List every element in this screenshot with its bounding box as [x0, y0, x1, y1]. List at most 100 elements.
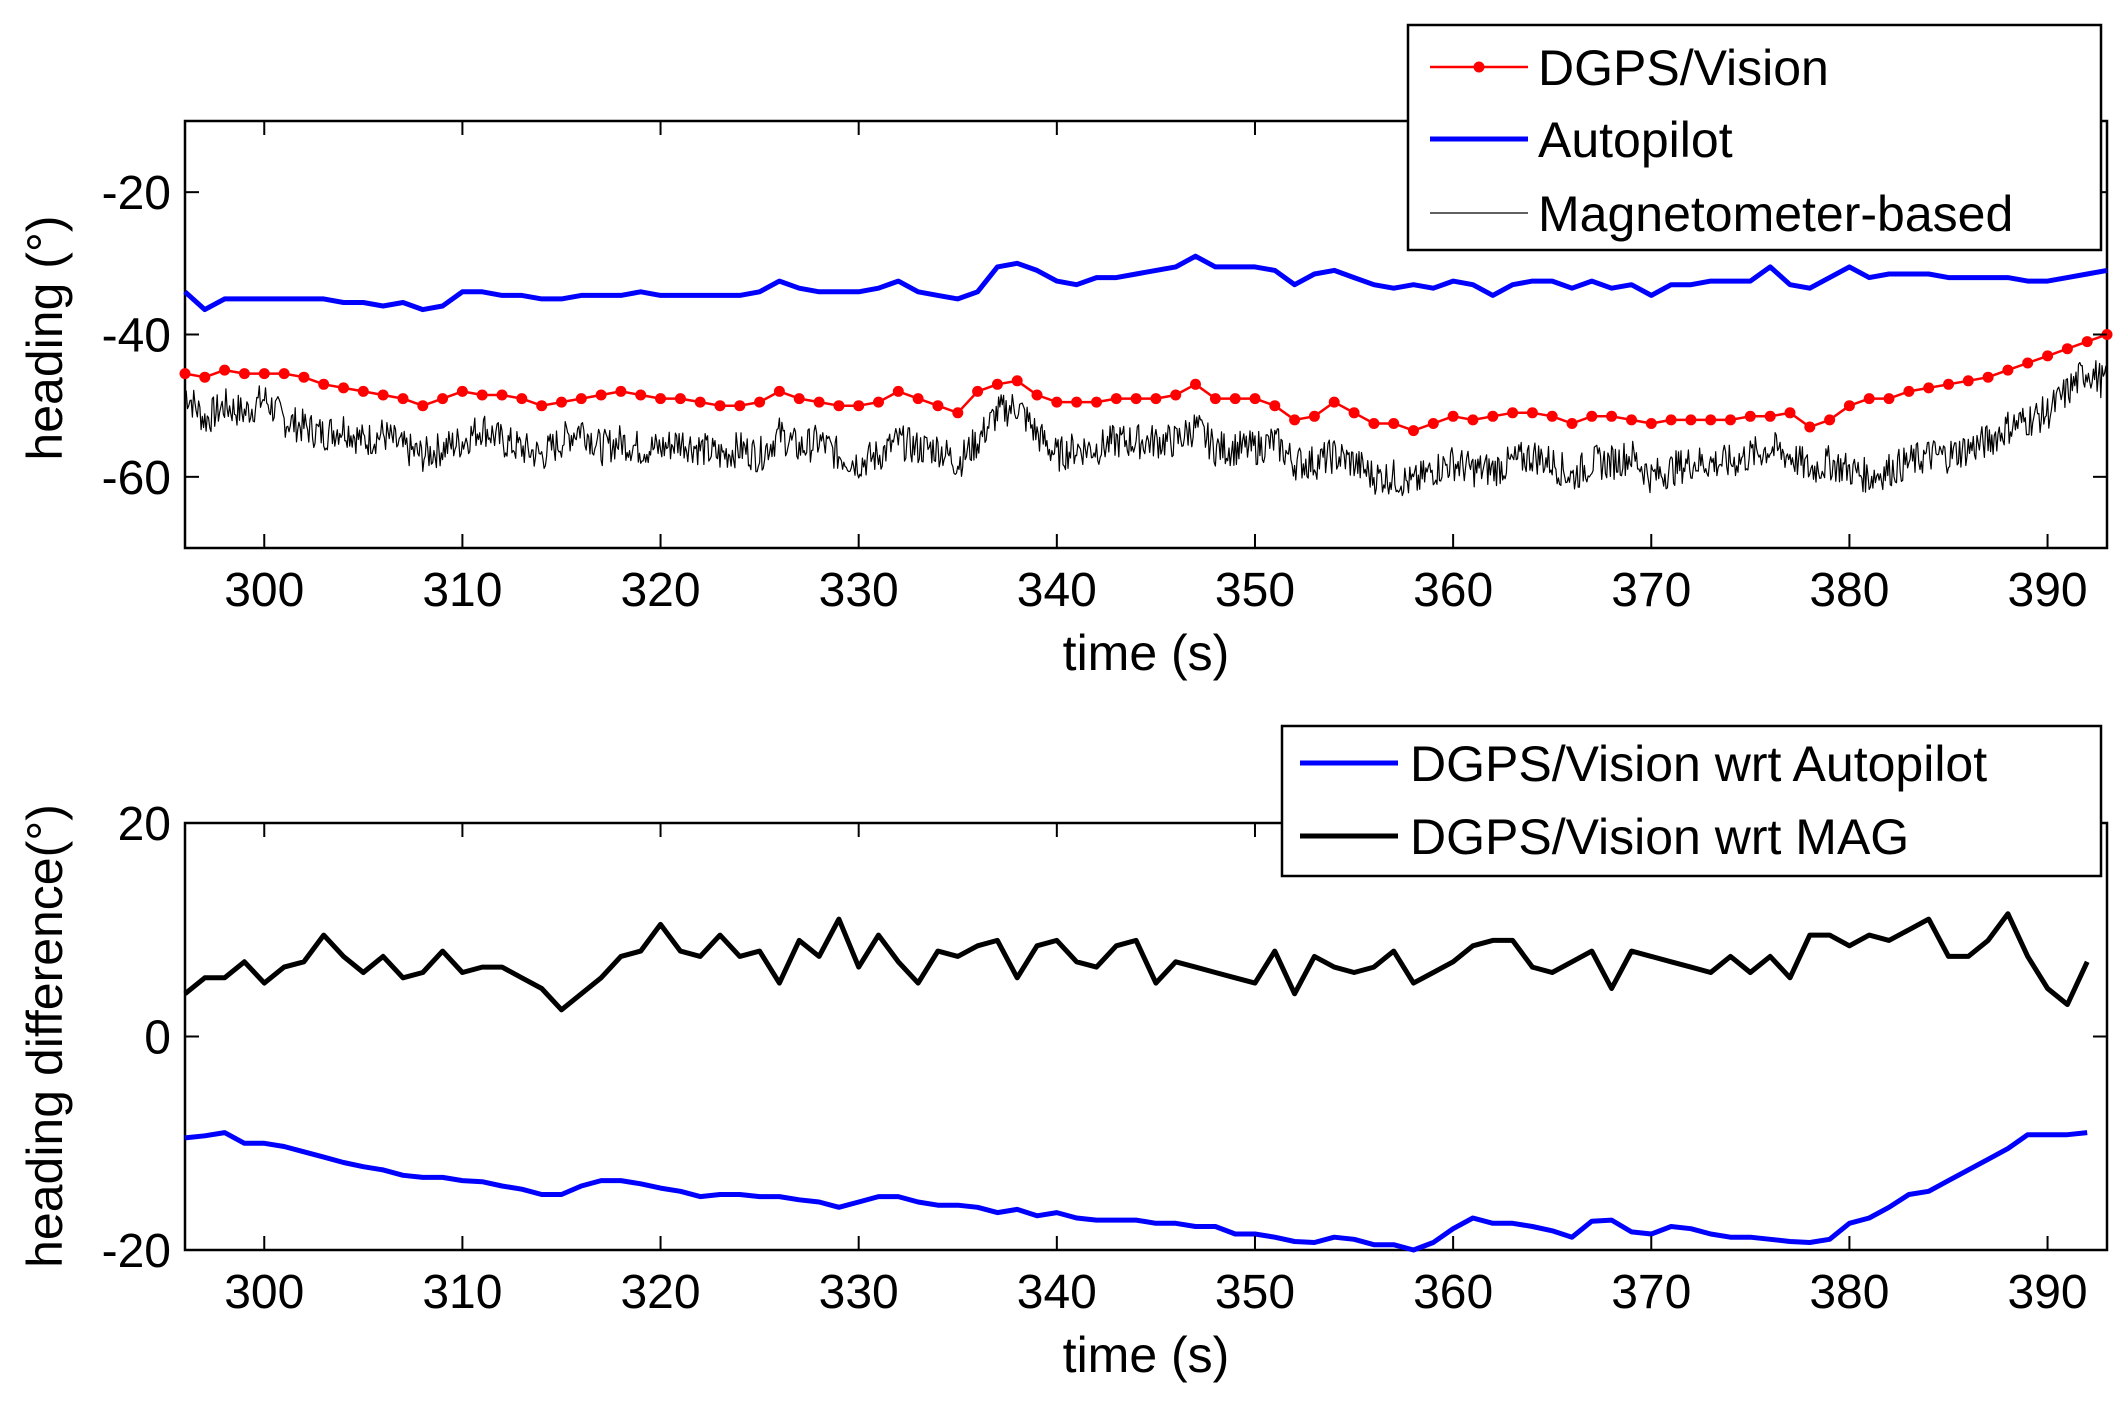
- difference-y-tick-label: 0: [144, 1012, 171, 1065]
- data-point-dgps-vision: [1427, 418, 1439, 429]
- legend-label-autopilot: Autopilot: [1538, 112, 1733, 168]
- data-point-dgps-vision: [1824, 414, 1836, 426]
- difference-x-tick-label: 370: [1611, 1266, 1691, 1319]
- heading-chart-y-ticks: -20 -40 -60: [102, 167, 2107, 505]
- data-point-dgps-vision: [476, 389, 488, 401]
- heading-chart: 300 310 320 330 340 350 360 370 380 390 -20 -40 -60…: [17, 23, 2113, 681]
- heading-y-tick-label: -40: [102, 310, 171, 363]
- difference-x-tick-label: 320: [620, 1266, 700, 1319]
- data-point-dgps-vision: [397, 393, 409, 405]
- data-point-dgps-vision: [793, 393, 805, 405]
- data-point-dgps-vision: [1348, 407, 1360, 419]
- data-point-dgps-vision: [1586, 410, 1598, 422]
- data-point-dgps-vision: [773, 385, 785, 397]
- data-point-dgps-vision: [1011, 375, 1023, 387]
- series-line-dgps-vision-wrt-autopilot: [184, 1130, 2088, 1253]
- difference-x-tick-label: 340: [1017, 1266, 1097, 1319]
- data-point-dgps-vision: [238, 368, 250, 380]
- difference-plot-frame: [183, 821, 2109, 1252]
- data-point-dgps-vision: [1328, 396, 1340, 408]
- data-point-dgps-vision: [2061, 343, 2073, 355]
- data-point-dgps-vision: [199, 371, 211, 383]
- data-point-dgps-vision: [377, 389, 389, 401]
- data-point-dgps-vision: [1764, 410, 1776, 422]
- legend-label-magnetometer: Magnetometer-based: [1538, 186, 2013, 242]
- heading-chart-x-label: time (s): [1063, 625, 1230, 681]
- data-point-dgps-vision: [338, 382, 349, 394]
- difference-x-tick-label: 330: [819, 1266, 899, 1319]
- legend-label-wrt-autopilot: DGPS/Vision wrt Autopilot: [1410, 736, 1987, 792]
- data-point-dgps-vision: [1368, 418, 1380, 429]
- data-point-dgps-vision: [179, 368, 191, 380]
- data-point-dgps-vision: [2042, 350, 2054, 362]
- data-point-dgps-vision: [1526, 407, 1538, 419]
- data-point-dgps-vision: [1725, 414, 1736, 426]
- series-line-autopilot: [183, 253, 2108, 313]
- data-point-dgps-vision: [1546, 410, 1558, 422]
- data-point-dgps-vision: [1388, 418, 1400, 429]
- data-point-dgps-vision: [2002, 364, 2014, 376]
- data-point-dgps-vision: [1051, 396, 1063, 408]
- difference-y-tick-label: -20: [102, 1225, 171, 1278]
- difference-y-tick-label: 20: [118, 798, 171, 851]
- heading-chart-x-ticks: 300 310 320 330 340 350 360 370 380 390: [224, 121, 2088, 617]
- data-point-dgps-vision: [1626, 414, 1637, 426]
- heading-x-tick-label: 380: [1809, 564, 1889, 617]
- heading-chart-markers: [179, 329, 2113, 437]
- difference-chart-y-label: heading difference(°): [17, 804, 73, 1268]
- data-point-dgps-vision: [1487, 410, 1499, 422]
- data-point-dgps-vision: [1943, 378, 1954, 390]
- data-point-dgps-vision: [853, 400, 865, 412]
- data-point-dgps-vision: [1923, 382, 1935, 394]
- data-point-dgps-vision: [1130, 393, 1142, 405]
- data-point-dgps-vision: [873, 396, 884, 408]
- data-point-dgps-vision: [1091, 396, 1102, 408]
- data-point-dgps-vision: [357, 385, 369, 397]
- legend-label-wrt-mag: DGPS/Vision wrt MAG: [1410, 809, 1909, 865]
- data-point-dgps-vision: [278, 368, 290, 380]
- heading-difference-chart: 300 310 320 330 340 350 360 370 380 390 20 0 -20 ti…: [17, 724, 2109, 1383]
- legend-marker-dgps-vision: [1473, 61, 1485, 73]
- series-line-dgps-vision-wrt-mag: [183, 911, 2090, 1013]
- series-line-magnetometer-based: [184, 360, 2108, 497]
- heading-x-tick-label: 320: [620, 564, 700, 617]
- heading-x-tick-label: 370: [1611, 564, 1691, 617]
- difference-x-tick-label: 390: [2008, 1266, 2088, 1319]
- data-point-dgps-vision: [516, 393, 528, 405]
- data-point-dgps-vision: [1784, 407, 1796, 419]
- data-point-dgps-vision: [1705, 414, 1717, 426]
- data-point-dgps-vision: [1843, 400, 1855, 412]
- data-point-dgps-vision: [833, 400, 845, 412]
- data-point-dgps-vision: [1645, 418, 1657, 429]
- data-point-dgps-vision: [1804, 421, 1816, 433]
- data-point-dgps-vision: [1606, 410, 1618, 422]
- data-point-dgps-vision: [219, 364, 231, 376]
- data-point-dgps-vision: [536, 400, 548, 412]
- data-point-dgps-vision: [991, 378, 1003, 390]
- difference-x-tick-label: 300: [224, 1266, 304, 1319]
- legend-label-dgps-vision: DGPS/Vision: [1538, 40, 1829, 96]
- heading-chart-y-label: heading (°): [17, 215, 73, 460]
- data-point-dgps-vision: [1665, 414, 1677, 426]
- data-point-dgps-vision: [417, 400, 429, 412]
- data-point-dgps-vision: [575, 393, 587, 405]
- data-point-dgps-vision: [595, 389, 607, 401]
- heading-chart-legend: DGPS/Vision Autopilot Magnetometer-based: [1406, 23, 2103, 252]
- data-point-dgps-vision: [1566, 418, 1578, 429]
- data-point-dgps-vision: [2081, 336, 2093, 348]
- data-point-dgps-vision: [932, 400, 944, 412]
- data-point-dgps-vision: [813, 396, 825, 408]
- difference-chart-y-ticks: 20 0 -20: [102, 798, 2107, 1278]
- data-point-dgps-vision: [972, 385, 984, 397]
- data-point-dgps-vision: [1447, 410, 1459, 422]
- difference-x-tick-label: 350: [1215, 1266, 1295, 1319]
- difference-x-tick-label: 310: [422, 1266, 502, 1319]
- data-point-dgps-vision: [734, 400, 746, 412]
- data-point-dgps-vision: [754, 396, 766, 408]
- data-point-dgps-vision: [1863, 393, 1875, 405]
- data-point-dgps-vision: [437, 393, 449, 405]
- data-point-dgps-vision: [1962, 375, 1974, 387]
- data-point-dgps-vision: [2022, 357, 2034, 369]
- data-point-dgps-vision: [1269, 400, 1281, 412]
